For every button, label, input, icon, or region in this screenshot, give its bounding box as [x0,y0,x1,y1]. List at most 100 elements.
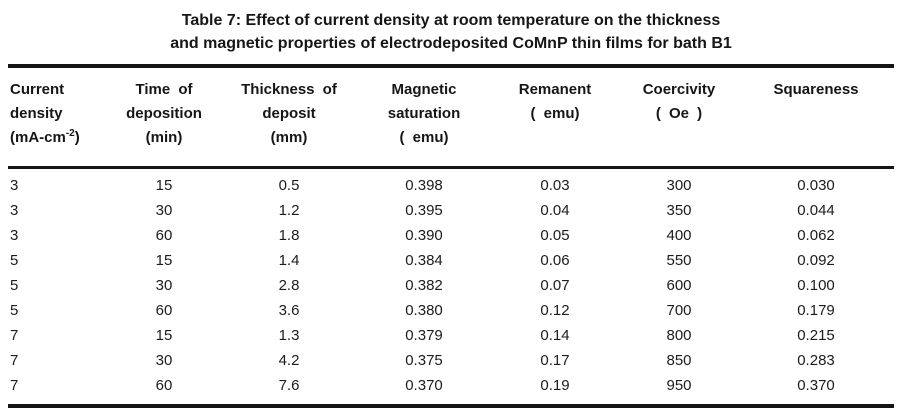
cell-time-of-deposition: 60 [155,377,173,394]
cell-coercivity: 300 [666,177,692,194]
cell-squareness: 0.062 [797,227,835,244]
cell-time-of-deposition: 30 [155,277,173,294]
cell-current-density: 5 [10,302,19,319]
cell-time-of-deposition: 60 [155,227,173,244]
cell-time-of-deposition: 15 [155,177,173,194]
cell-squareness: 0.283 [797,352,835,369]
table-caption: Table 7: Effect of current density at ro… [0,0,902,55]
cell-remanent: 0.07 [540,277,570,294]
cell-squareness: 0.092 [797,252,835,269]
col-header-magnetic-saturation: Magnetic saturation ( emu) [358,66,490,169]
cell-magnetic-saturation: 0.395 [405,202,443,219]
header-line: Current [10,81,65,98]
cell-thickness-of-deposit: 4.2 [278,352,300,369]
cell-current-density: 5 [10,277,19,294]
col-header-remanent: Remanent ( emu) [490,66,620,169]
cell-time-of-deposition: 60 [155,302,173,319]
cell-squareness: 0.030 [797,177,835,194]
cell-remanent: 0.17 [540,352,570,369]
cell-remanent: 0.12 [540,302,570,319]
unit-text: (mA-cm [10,129,66,146]
table-row: 3 30 1.2 0.395 0.04 350 0.044 [8,198,894,223]
cell-squareness: 0.215 [797,327,835,344]
cell-time-of-deposition: 30 [155,202,173,219]
cell-coercivity: 350 [666,202,692,219]
col-header-thickness-of-deposit: Thickness of deposit (mm) [220,66,358,169]
header-line: Coercivity [642,81,716,98]
header-line: deposition [126,105,202,122]
cell-thickness-of-deposit: 1.3 [278,327,300,344]
header-unit: (mA-cm-2) [10,126,106,150]
header-line: Time of [135,81,193,98]
cell-magnetic-saturation: 0.390 [405,227,443,244]
header-unit: ( emu) [530,105,580,122]
cell-coercivity: 600 [666,277,692,294]
cell-magnetic-saturation: 0.379 [405,327,443,344]
cell-coercivity: 950 [666,377,692,394]
cell-thickness-of-deposit: 0.5 [278,177,300,194]
cell-magnetic-saturation: 0.370 [405,377,443,394]
table-row: 7 15 1.3 0.379 0.14 800 0.215 [8,323,894,348]
cell-time-of-deposition: 15 [155,252,173,269]
header-unit: ( Oe ) [655,105,703,122]
cell-coercivity: 550 [666,252,692,269]
cell-magnetic-saturation: 0.384 [405,252,443,269]
header-line: saturation [387,105,461,122]
cell-magnetic-saturation: 0.382 [405,277,443,294]
header-line: density [10,105,63,122]
cell-current-density: 7 [10,377,19,394]
unit-text: ) [74,129,80,146]
cell-current-density: 3 [10,227,19,244]
header-line: Remanent [518,81,592,98]
cell-coercivity: 700 [666,302,692,319]
cell-remanent: 0.14 [540,327,570,344]
header-line: deposit [262,105,316,122]
header-unit: (min) [145,129,183,146]
cell-remanent: 0.06 [540,252,570,269]
cell-thickness-of-deposit: 1.8 [278,227,300,244]
header-row: Current density (mA-cm-2) Time of deposi… [8,66,894,169]
col-header-current-density: Current density (mA-cm-2) [8,66,108,169]
header-line: Thickness of [241,81,337,98]
header-unit: ( emu) [399,129,449,146]
table-row: 5 60 3.6 0.380 0.12 700 0.179 [8,298,894,323]
cell-current-density: 3 [10,202,19,219]
cell-squareness: 0.370 [797,377,835,394]
table-row: 5 30 2.8 0.382 0.07 600 0.100 [8,273,894,298]
cell-current-density: 5 [10,252,19,269]
cell-thickness-of-deposit: 3.6 [278,302,300,319]
cell-time-of-deposition: 15 [155,327,173,344]
cell-thickness-of-deposit: 1.2 [278,202,300,219]
caption-line-2: and magnetic properties of electrodeposi… [170,35,732,52]
cell-magnetic-saturation: 0.375 [405,352,443,369]
unit-superscript: -2 [65,128,75,139]
table-row: 7 60 7.6 0.370 0.19 950 0.370 [8,373,894,406]
cell-current-density: 7 [10,352,19,369]
cell-coercivity: 850 [666,352,692,369]
col-header-time-of-deposition: Time of deposition (min) [108,66,220,169]
cell-remanent: 0.19 [540,377,570,394]
table-row: 3 60 1.8 0.390 0.05 400 0.062 [8,223,894,248]
cell-remanent: 0.03 [540,177,570,194]
header-line: Magnetic [391,81,457,98]
cell-thickness-of-deposit: 7.6 [278,377,300,394]
cell-coercivity: 800 [666,327,692,344]
cell-current-density: 7 [10,327,19,344]
cell-current-density: 3 [10,177,19,194]
header-line: Squareness [773,81,859,98]
cell-remanent: 0.05 [540,227,570,244]
table-row: 3 15 0.5 0.398 0.03 300 0.030 [8,168,894,199]
cell-time-of-deposition: 30 [155,352,173,369]
cell-thickness-of-deposit: 1.4 [278,252,300,269]
cell-remanent: 0.04 [540,202,570,219]
cell-squareness: 0.100 [797,277,835,294]
cell-squareness: 0.179 [797,302,835,319]
cell-thickness-of-deposit: 2.8 [278,277,300,294]
col-header-coercivity: Coercivity ( Oe ) [620,66,738,169]
cell-magnetic-saturation: 0.380 [405,302,443,319]
header-unit: (mm) [270,129,308,146]
cell-coercivity: 400 [666,227,692,244]
cell-squareness: 0.044 [797,202,835,219]
col-header-squareness: Squareness [738,66,894,169]
